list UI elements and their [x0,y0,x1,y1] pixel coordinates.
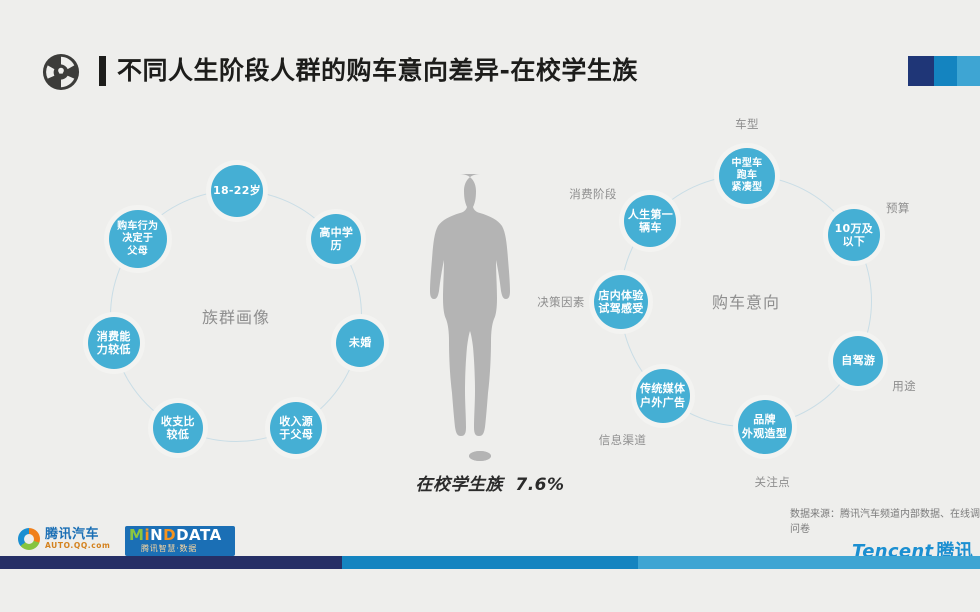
audience-profile-bubble-label-age-range: 18-22岁 [213,184,261,198]
purchase-intent-bubble-decision-factor[interactable]: 店内体验 试驾感受 [594,275,648,329]
purchase-intent-outer-label-focus-point: 关注点 [754,475,791,490]
page-title: 不同人生阶段人群的购车意向差异-在校学生族 [117,56,638,85]
purchase-intent-bubble-label-decision-factor: 店内体验 试驾感受 [598,288,644,315]
purchase-intent-outer-label-info-channel: 信息渠道 [598,433,647,448]
corner-block-navy [908,56,934,86]
audience-profile-center-label: 族群画像 [201,308,271,327]
tencent-auto-logo-cn: 腾讯汽车 [45,527,100,543]
purchase-intent-bubble-label-focus-point: 品牌 外观造型 [741,413,788,440]
footer-bar-blue [342,556,638,569]
page-bottom-margin [0,569,980,612]
purchase-intent-bubble-label-car-type: 中型车 跑车 紧凑型 [731,157,763,194]
segment-caption: 在校学生族 7.6% [0,470,980,495]
tencent-auto-emblem-icon [42,53,80,91]
purchase-intent-bubble-budget[interactable]: 10万及 以下 [827,209,880,262]
audience-profile-bubble-age-range[interactable]: 18-22岁 [211,165,263,217]
tencent-auto-logo-icon [18,528,40,550]
audience-profile-bubble-marital-status[interactable]: 未婚 [336,319,385,368]
purchase-intent-outer-label-car-type: 车型 [735,117,759,131]
mind-logo-letter-n: N [150,526,164,544]
purchase-intent-bubble-consumption-stage[interactable]: 人生第一 辆车 [624,195,677,247]
mind-logo-letter-m: M [129,526,145,544]
segment-caption-percent: 7.6% [515,475,565,495]
segment-caption-label: 在校学生族 [415,475,503,495]
corner-block-light-blue [957,56,980,86]
tencent-auto-logo: 腾讯汽车 AUTO.QQ.com [18,528,110,550]
tencent-auto-logo-en: AUTO.QQ.com [45,540,111,550]
header-corner-blocks [908,56,980,86]
purchase-intent-bubble-info-channel[interactable]: 传统媒体 户外广告 [635,368,690,423]
title-accent-mark [99,56,106,86]
footer-color-bar [0,556,980,569]
purchase-intent-bubble-focus-point[interactable]: 品牌 外观造型 [737,399,792,454]
purchase-intent-outer-label-usage: 用途 [892,378,917,393]
mind-data-logo-cn: 腾讯智慧·数据 [141,544,198,553]
audience-profile-bubble-label-income-expense-ratio: 收支比 较低 [160,414,195,442]
audience-profile-bubble-education[interactable]: 高中学历 [311,214,362,265]
audience-profile-wheel: 族群画像 18-22岁高中学历未婚收入源 于父母 收支比 较低 消费能 力较低 购车行为 决定… [87,165,385,455]
footer-bar-light-blue [638,556,980,569]
audience-profile-bubble-income-source[interactable]: 收入源 于父母 [270,402,323,455]
purchase-intent-bubble-label-budget: 10万及 以下 [834,221,874,249]
purchase-intent-bubble-label-usage: 自驾游 [841,354,876,368]
corner-block-blue [934,56,957,86]
audience-profile-bubble-income-expense-ratio[interactable]: 收支比 较低 [152,403,203,454]
footer-bar-navy [0,556,342,569]
mind-logo-data-word: DATA [176,526,222,544]
mind-data-logo: MiNDDATA 腾讯智慧·数据 [125,526,235,556]
purchase-intent-center-label: 购车意向 [711,293,781,312]
standing-person-silhouette-icon [420,168,540,468]
data-source-note: 数据来源：腾讯汽车频道内部数据、在线调研问卷 [790,509,980,535]
purchase-intent-outer-label-consumption-stage: 消费阶段 [569,187,617,202]
audience-profile-bubble-label-purchase-decision: 购车行为 决定于 父母 [117,221,159,257]
audience-profile-bubble-label-income-source: 收入源 于父母 [279,414,314,442]
audience-profile-bubble-spending-power[interactable]: 消费能 力较低 [87,317,140,370]
audience-profile-bubble-label-education: 高中学历 [319,226,354,253]
purchase-intent-bubble-label-consumption-stage: 人生第一 辆车 [627,207,674,234]
purchase-intent-wheel: 购车意向 中型车 跑车 紧凑型 车型 10万及 以下 预算自驾游用途品牌 外观造型关注点 传统媒… [537,117,915,489]
slide-header: 不同人生阶段人群的购车意向差异-在校学生族 [0,0,980,118]
mind-logo-letter-i: i [144,526,151,544]
purchase-intent-outer-label-budget: 预算 [886,200,910,215]
audience-profile-bubble-label-spending-power: 消费能 力较低 [96,329,131,357]
audience-profile-bubble-label-marital-status: 未婚 [348,336,372,350]
purchase-intent-bubble-car-type[interactable]: 中型车 跑车 紧凑型 [719,148,775,204]
purchase-intent-bubble-usage[interactable]: 自驾游 [833,336,884,387]
purchase-intent-outer-label-decision-factor: 决策因素 [537,295,585,309]
purchase-intent-bubble-label-info-channel: 传统媒体 户外广告 [640,382,686,409]
mind-logo-letter-d: D [163,526,177,544]
audience-profile-bubble-purchase-decision[interactable]: 购车行为 决定于 父母 [108,210,167,269]
